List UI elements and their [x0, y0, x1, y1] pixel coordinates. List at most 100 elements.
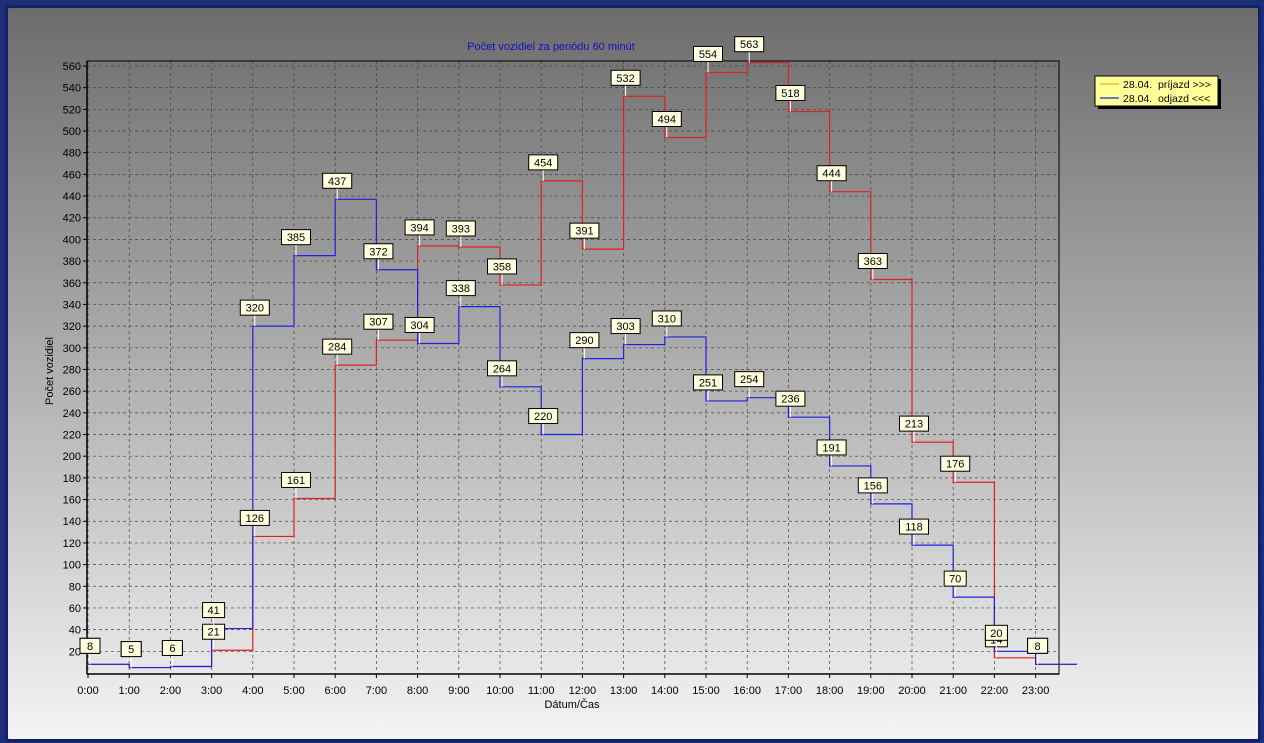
data-label-box: [651, 310, 682, 327]
x-tick-label: 17:00: [775, 685, 803, 697]
x-tick-label: 15:00: [692, 685, 720, 697]
legend-label-departure: 28.04. odjazd <<<: [1123, 93, 1210, 105]
data-label-box: [239, 299, 270, 316]
data-label: 554: [699, 49, 717, 61]
data-labels: 8 5 6 21 126 161 284 307 394 393 358 454 391 532 494 55…: [79, 36, 1049, 668]
data-label: 290: [575, 335, 593, 347]
data-label: 518: [781, 88, 799, 100]
data-label: 385: [287, 232, 305, 244]
data-label: 563: [740, 39, 758, 51]
data-label: 213: [905, 419, 923, 431]
data-label: 391: [575, 226, 593, 238]
y-axis-label: Počet vozidiel: [44, 337, 56, 405]
data-label: 532: [616, 73, 634, 85]
data-label-box: [693, 374, 723, 391]
x-axis-label: Dátum/Čas: [544, 698, 600, 711]
legend: 28.04. príjazd >>> 28.04. odjazd <<<: [1094, 75, 1221, 109]
data-label-box: [569, 222, 600, 239]
data-label-box: [120, 641, 142, 658]
data-label-box: [281, 229, 311, 246]
x-tick-label: 1:00: [118, 685, 139, 697]
data-label: 304: [410, 320, 428, 332]
y-tick-label: 80: [69, 581, 81, 593]
x-tick-label: 4:00: [242, 685, 263, 697]
y-tick-label: 60: [69, 603, 81, 615]
data-label-box: [651, 111, 682, 128]
data-label: 20: [990, 628, 1002, 640]
data-label: 363: [864, 256, 882, 268]
y-tick-label: 180: [63, 473, 81, 485]
y-tick-label: 20: [69, 646, 81, 658]
x-tick-label: 7:00: [366, 685, 387, 697]
data-label: 176: [946, 459, 964, 471]
data-label: 5: [128, 644, 134, 656]
y-tick-label: 320: [63, 321, 81, 333]
data-label: 264: [493, 363, 511, 375]
x-tick-label: 3:00: [201, 685, 222, 697]
x-tick-label: 8:00: [407, 685, 428, 697]
data-label: 191: [822, 442, 840, 454]
y-tick-label: 100: [63, 560, 81, 572]
data-label-box: [1027, 637, 1049, 654]
x-tick-label: 14:00: [651, 685, 679, 697]
axes: 20 40 60 80 100 120 140 160 180 200 220 240 260 280 30…: [63, 60, 1060, 697]
data-label: 454: [534, 157, 552, 169]
x-tick-label: 6:00: [324, 685, 345, 697]
data-label: 284: [328, 342, 346, 354]
y-tick-label: 40: [69, 625, 81, 637]
y-tick-label: 520: [63, 104, 81, 116]
y-tick-label: 120: [63, 538, 81, 550]
x-tick-label: 16:00: [733, 685, 761, 697]
data-label-box: [940, 455, 971, 472]
data-label: 393: [452, 223, 470, 235]
legend-label-arrival: 28.04. príjazd >>>: [1123, 79, 1211, 91]
data-label-box: [610, 69, 641, 86]
y-tick-label: 340: [63, 299, 81, 311]
data-label-box: [816, 439, 847, 456]
data-label: 320: [246, 303, 264, 315]
data-label-box: [984, 624, 1008, 641]
data-label: 70: [949, 574, 961, 586]
data-label-box: [239, 509, 270, 526]
data-label-box: [445, 220, 476, 237]
x-tick-label: 5:00: [283, 685, 304, 697]
x-tick-label: 18:00: [816, 685, 844, 697]
data-label: 8: [87, 641, 93, 653]
data-label-box: [487, 258, 517, 275]
data-label: 126: [246, 513, 264, 525]
data-label-box: [569, 332, 600, 349]
data-label-box: [610, 318, 641, 335]
y-tick-label: 380: [63, 256, 81, 268]
x-tick-label: 21:00: [939, 685, 967, 697]
data-label-box: [322, 172, 353, 189]
chart-frame: Počet vozidiel za periódu 60 minút Dátum…: [5, 5, 1261, 742]
data-label-box: [734, 36, 765, 53]
x-tick-label: 12:00: [569, 685, 597, 697]
y-tick-label: 220: [63, 430, 81, 442]
y-tick-label: 200: [63, 451, 81, 463]
data-label-box: [445, 280, 476, 297]
data-label: 310: [658, 313, 676, 325]
y-tick-label: 480: [63, 148, 81, 160]
data-label-box: [322, 338, 353, 355]
y-tick-label: 360: [63, 278, 81, 290]
data-label: 156: [864, 480, 882, 492]
data-label-box: [528, 154, 559, 171]
y-tick-label: 560: [63, 61, 81, 73]
data-label: 444: [822, 168, 840, 180]
y-tick-label: 240: [63, 408, 81, 420]
data-label: 251: [699, 377, 717, 389]
data-label-box: [693, 45, 723, 62]
data-label: 303: [616, 321, 634, 333]
data-label: 161: [287, 475, 305, 487]
x-tick-label: 22:00: [981, 685, 1009, 697]
x-tick-label: 0:00: [77, 685, 98, 697]
data-label-box: [363, 313, 394, 330]
data-label-box: [816, 165, 847, 182]
y-tick-label: 160: [63, 495, 81, 507]
y-tick-label: 440: [63, 191, 81, 203]
data-label-box: [857, 253, 888, 270]
data-label: 254: [740, 374, 758, 386]
data-label-box: [528, 408, 559, 425]
data-label-box: [899, 415, 929, 432]
